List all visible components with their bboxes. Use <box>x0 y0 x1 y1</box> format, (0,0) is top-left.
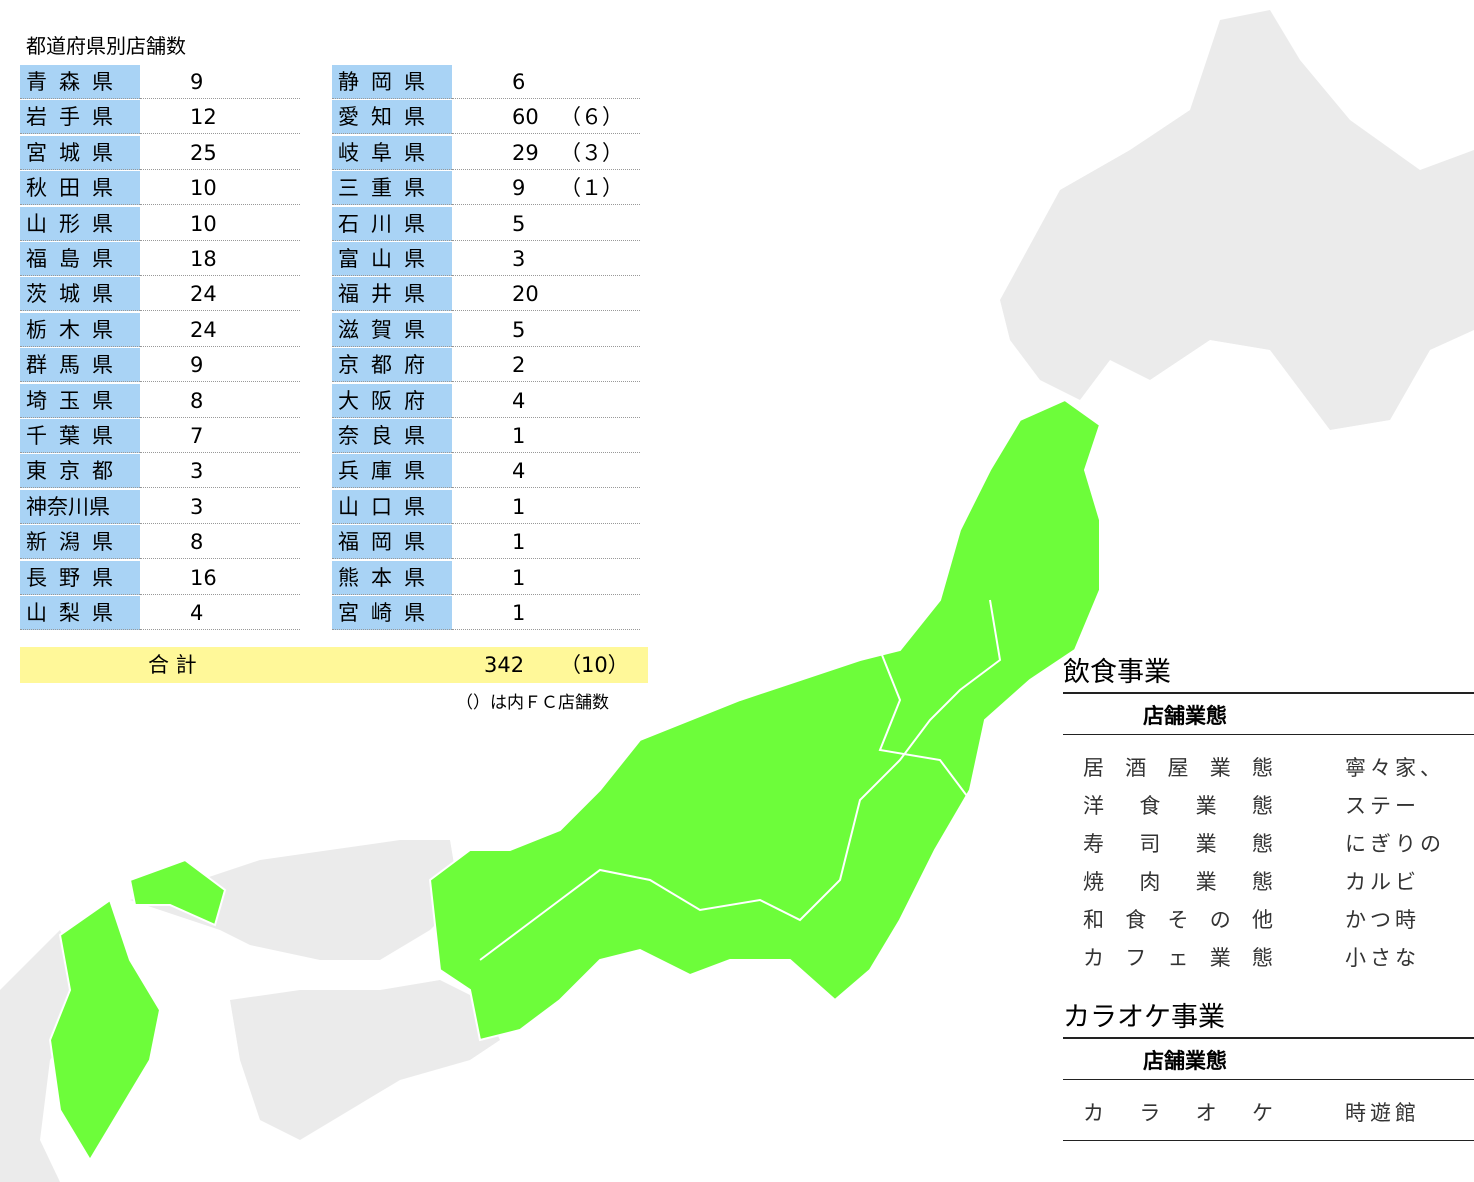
store-count: 7 <box>140 419 300 453</box>
table-note: （）は内ＦＣ店舗数 <box>456 693 609 713</box>
business-type: 洋食業態 <box>1083 794 1273 818</box>
prefecture-name: 福岡県 <box>332 525 452 560</box>
rule <box>1063 1140 1474 1141</box>
store-count: 16 <box>140 561 300 595</box>
section-title: 飲食事業 <box>1063 657 1171 688</box>
prefecture-name: 石川県 <box>332 206 452 241</box>
prefecture-name: 岩手県 <box>20 100 140 135</box>
store-count: 12 <box>140 100 300 135</box>
total-value: 342 <box>484 653 525 677</box>
store-count: 4 <box>452 454 640 489</box>
store-count: 9 <box>452 171 640 206</box>
header-label: 店舗業態 <box>1143 1049 1227 1073</box>
total-fc: （10） <box>560 653 629 677</box>
business-type: 和食その他 <box>1083 908 1273 932</box>
prefecture-name: 新潟県 <box>20 525 140 560</box>
store-count: 6 <box>452 65 640 99</box>
store-count: 5 <box>452 207 640 241</box>
prefecture-name: 熊本県 <box>332 560 452 595</box>
prefecture-name: 長野県 <box>20 560 140 595</box>
total-label: 合 計 <box>148 653 197 677</box>
prefecture-name: 静岡県 <box>332 65 452 99</box>
fc-count: （６） <box>560 105 623 130</box>
store-count: 1 <box>452 561 640 595</box>
store-count: 24 <box>140 313 300 347</box>
section-title: カラオケ事業 <box>1063 1002 1225 1033</box>
brand-names: かつ時 <box>1345 908 1420 932</box>
prefecture-name: 群馬県 <box>20 348 140 383</box>
store-count: 8 <box>140 384 300 418</box>
prefecture-name: 京都府 <box>332 348 452 383</box>
prefecture-name: 埼玉県 <box>20 383 140 418</box>
store-count: 3 <box>140 490 300 524</box>
prefecture-name: 宮崎県 <box>332 596 452 630</box>
business-type: カラオケ <box>1083 1101 1273 1125</box>
store-count: 2 <box>452 348 640 383</box>
header-label: 店舗業態 <box>1143 704 1227 728</box>
store-count: 1 <box>452 419 640 453</box>
store-count: 3 <box>140 454 300 489</box>
business-type: カフェ業態 <box>1083 946 1273 970</box>
prefecture-name: 滋賀県 <box>332 312 452 347</box>
prefecture-name: 兵庫県 <box>332 454 452 489</box>
table-title: 都道府県別店舗数 <box>26 34 186 58</box>
store-count: 18 <box>140 242 300 276</box>
prefecture-name: 千葉県 <box>20 419 140 453</box>
store-count: 4 <box>140 596 300 630</box>
business-type: 居酒屋業態 <box>1083 756 1273 780</box>
store-count: 60 <box>452 100 640 135</box>
store-count: 1 <box>452 490 640 524</box>
prefecture-name: 三重県 <box>332 171 452 206</box>
brand-names: 時遊館 <box>1345 1101 1420 1125</box>
prefecture-name: 茨城県 <box>20 277 140 312</box>
store-count: 24 <box>140 277 300 312</box>
store-count: 3 <box>452 242 640 276</box>
rule <box>1063 692 1474 694</box>
prefecture-name: 宮城県 <box>20 135 140 170</box>
brand-names: にぎりの <box>1345 832 1445 856</box>
business-type: 寿司業態 <box>1083 832 1273 856</box>
prefecture-name: 青森県 <box>20 65 140 99</box>
store-count: 10 <box>140 171 300 206</box>
prefecture-name: 栃木県 <box>20 312 140 347</box>
prefecture-name: 福井県 <box>332 277 452 312</box>
store-count: 10 <box>140 207 300 241</box>
prefecture-name: 東京都 <box>20 454 140 489</box>
store-count: 8 <box>140 525 300 560</box>
prefecture-name: 奈良県 <box>332 419 452 453</box>
rule <box>1063 1079 1474 1080</box>
prefecture-name: 山梨県 <box>20 596 140 630</box>
prefecture-name: 山形県 <box>20 206 140 241</box>
business-type: 焼肉業態 <box>1083 870 1273 894</box>
rule <box>1063 734 1474 735</box>
prefecture-name: 愛知県 <box>332 100 452 135</box>
fc-count: （１） <box>560 176 623 201</box>
prefecture-name: 神奈川県 <box>20 489 140 524</box>
prefecture-name: 山口県 <box>332 489 452 524</box>
total-row <box>20 647 648 683</box>
store-count: 1 <box>452 525 640 560</box>
store-count: 25 <box>140 136 300 170</box>
prefecture-name: 福島県 <box>20 242 140 276</box>
store-count: 9 <box>140 65 300 99</box>
prefecture-name: 秋田県 <box>20 171 140 206</box>
store-count: 29 <box>452 136 640 170</box>
prefecture-name: 富山県 <box>332 242 452 276</box>
store-count: 9 <box>140 348 300 383</box>
brand-names: 寧々家、 <box>1345 756 1445 780</box>
prefecture-name: 大阪府 <box>332 383 452 418</box>
brand-names: カルビ <box>1345 870 1420 894</box>
prefecture-name: 岐阜県 <box>332 135 452 170</box>
brand-names: 小さな <box>1345 946 1420 970</box>
store-count: 5 <box>452 313 640 347</box>
store-count: 1 <box>452 596 640 630</box>
store-count: 4 <box>452 384 640 418</box>
brand-names: ステー <box>1345 794 1420 818</box>
fc-count: （３） <box>560 140 623 165</box>
store-count: 20 <box>452 277 640 312</box>
rule <box>1063 1037 1474 1039</box>
